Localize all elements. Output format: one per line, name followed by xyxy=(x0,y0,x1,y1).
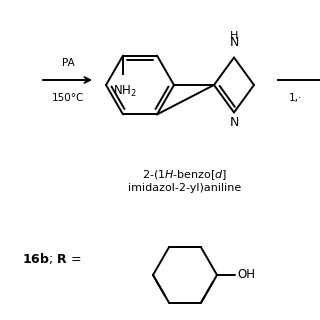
Text: $\mathbf{16b}$; $\mathbf{R}$ =: $\mathbf{16b}$; $\mathbf{R}$ = xyxy=(22,251,81,266)
Text: NH$_2$: NH$_2$ xyxy=(113,84,137,99)
Text: H: H xyxy=(230,31,238,42)
Text: 2-(1$\it{H}$-benzo[$\it{d}$]: 2-(1$\it{H}$-benzo[$\it{d}$] xyxy=(142,168,228,182)
Text: OH: OH xyxy=(237,268,255,282)
Text: 1,·: 1,· xyxy=(288,93,302,103)
Text: N: N xyxy=(229,36,239,50)
Text: PA: PA xyxy=(62,58,74,68)
Text: imidazol-2-yl)aniline: imidazol-2-yl)aniline xyxy=(128,183,242,193)
Text: N: N xyxy=(229,116,239,129)
Text: 150°C: 150°C xyxy=(52,93,84,103)
